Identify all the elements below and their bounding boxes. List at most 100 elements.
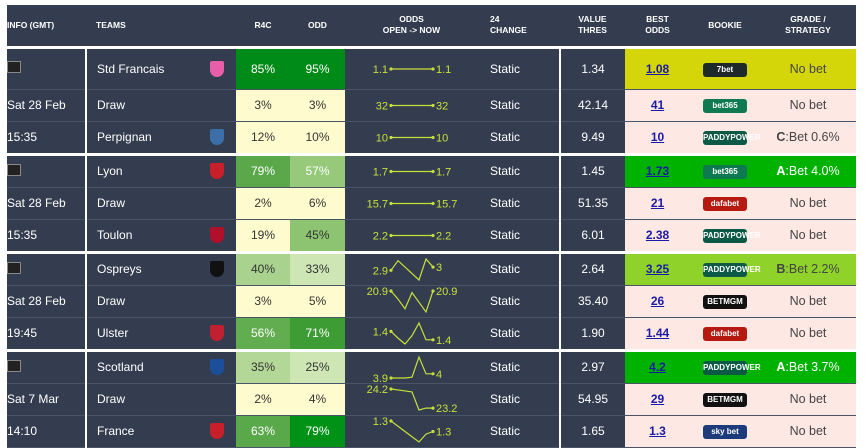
- bookie-logo[interactable]: sky bet: [703, 425, 747, 439]
- odds-line: [391, 354, 433, 379]
- bookie-cell: PADDYPOWER: [690, 121, 761, 155]
- bookie-logo[interactable]: dafabet: [703, 327, 747, 341]
- best-odds-link[interactable]: 4.2: [649, 360, 666, 374]
- header-info: INFO (GMT): [7, 5, 86, 49]
- best-odds-link[interactable]: 41: [650, 98, 665, 112]
- grade-cell: No bet: [760, 415, 856, 448]
- best-odds-link[interactable]: 10: [650, 130, 665, 144]
- team-crest-icon: [210, 359, 224, 375]
- bookie-cell: PADDYPOWER: [690, 348, 761, 384]
- team-crest-icon: [210, 261, 224, 277]
- odds-point: [431, 103, 435, 107]
- odds-now-label: 1.1: [436, 64, 451, 76]
- bookie-logo[interactable]: PADDYPOWER: [703, 361, 761, 375]
- bookie-cell: BETMGM: [690, 285, 760, 318]
- odds-sparkline-cell: 1.4 1.4: [345, 317, 478, 351]
- bookie-logo[interactable]: bet365: [703, 165, 747, 179]
- odds-sparkline-cell: 3.9 4: [345, 348, 478, 384]
- best-odds-cell: 3.25: [625, 250, 690, 286]
- best-odds-link[interactable]: 1.08: [645, 61, 670, 76]
- header-odd: ODD: [290, 5, 345, 49]
- odds-point: [389, 135, 393, 139]
- odds-table: INFO (GMT) TEAMS R4C ODD ODDS OPEN -> NOW…: [7, 5, 856, 448]
- table-row: Std Francais 85% 95% 1.1 1.1 Static 1.34 …: [7, 47, 856, 90]
- odd-cell: 95%: [290, 47, 345, 90]
- value-threshold-cell: 1.34: [559, 47, 625, 90]
- odd-cell: 4%: [290, 383, 345, 416]
- team-crest-icon: [210, 325, 224, 341]
- grade-letter: B: [776, 262, 786, 276]
- match-date: Sat 28 Feb: [7, 196, 66, 210]
- bookie-logo[interactable]: bet365: [703, 99, 747, 113]
- info-cell: [7, 47, 86, 90]
- best-odds-link[interactable]: 29: [650, 392, 665, 406]
- best-odds-link[interactable]: 3.25: [645, 262, 670, 276]
- best-odds-link[interactable]: 1.73: [645, 164, 670, 178]
- grade-cell: A:Bet 4.0%: [760, 152, 856, 188]
- odds-point: [389, 103, 393, 107]
- change-cell: Static: [478, 47, 560, 90]
- value-threshold-cell: 1.65: [559, 415, 625, 448]
- header-row: INFO (GMT) TEAMS R4C ODD ODDS OPEN -> NOW…: [7, 5, 856, 49]
- team-name: France: [97, 424, 135, 438]
- best-odds-link[interactable]: 1.44: [645, 326, 670, 340]
- odds-point: [431, 429, 435, 433]
- odds-sparkline: 24.2 23.2: [367, 384, 458, 415]
- bookie-logo[interactable]: PADDYPOWER: [703, 263, 761, 277]
- team-name: Draw: [97, 98, 126, 112]
- header-grade-line2: STRATEGY: [785, 25, 831, 36]
- team-name: Scotland: [97, 360, 144, 374]
- bookie-cell: dafabet: [690, 187, 760, 220]
- odds-point: [389, 288, 393, 293]
- grade-cell: No bet: [760, 89, 856, 122]
- team-name: Draw: [97, 196, 126, 210]
- change-cell: Static: [478, 152, 560, 188]
- r4c-cell: 35%: [236, 348, 290, 384]
- match-date: Sat 7 Mar: [7, 392, 60, 406]
- table-row: Lyon 79% 57% 1.7 1.7 Static 1.45 1.73 bet…: [7, 152, 856, 188]
- change-cell: Static: [478, 415, 560, 448]
- bookie-logo[interactable]: dafabet: [703, 197, 747, 211]
- bookie-logo[interactable]: PADDYPOWER: [703, 229, 761, 243]
- info-cell: 19:45: [7, 317, 86, 351]
- best-odds-link[interactable]: 26: [650, 294, 665, 308]
- bookie-logo[interactable]: PADDYPOWER: [703, 131, 761, 145]
- bookie-logo[interactable]: BETMGM: [703, 393, 747, 407]
- grade-text: :Bet 3.7%: [785, 360, 840, 374]
- value-threshold-cell: 35.40: [559, 285, 625, 318]
- odds-now-label: 1.4: [436, 334, 451, 346]
- odds-point: [389, 418, 393, 423]
- odd-cell: 3%: [290, 89, 345, 122]
- best-odds-link[interactable]: 2.38: [645, 228, 670, 242]
- team-crest-icon: [210, 227, 224, 243]
- best-odds-link[interactable]: 21: [650, 196, 665, 210]
- team-cell: Scotland: [85, 348, 236, 384]
- table-row: 15:35 Toulon 19% 45% 2.2 2.2 Static 6.01 …: [7, 219, 856, 253]
- header-r4c: R4C: [236, 5, 290, 49]
- odds-sparkline-cell: 2.9 3: [345, 250, 478, 286]
- team-name: Draw: [97, 392, 126, 406]
- table-row: Sat 28 Feb Draw 2% 6% 15.7 15.7 Static 51…: [7, 187, 856, 220]
- grade-text: No bet: [789, 294, 827, 308]
- r4c-cell: 3%: [236, 89, 290, 122]
- change-cell: Static: [478, 121, 560, 155]
- info-cell: 15:35: [7, 219, 86, 253]
- grade-text: No bet: [789, 392, 827, 406]
- grade-cell: No bet: [760, 47, 856, 90]
- odds-open-label: 2.9: [373, 265, 388, 277]
- team-cell: Draw: [85, 285, 236, 318]
- info-cell: 15:35: [7, 121, 86, 155]
- header-best-line1: BEST: [646, 14, 669, 25]
- info-cell: [7, 250, 86, 286]
- bookie-logo[interactable]: BETMGM: [703, 295, 747, 309]
- grade-cell: No bet: [760, 219, 856, 253]
- best-odds-cell: 26: [625, 285, 690, 318]
- odds-point: [389, 375, 393, 380]
- team-name: Perpignan: [97, 130, 152, 144]
- best-odds-link[interactable]: 1.3: [649, 424, 666, 438]
- team-cell: Toulon: [85, 219, 236, 253]
- grade-text: No bet: [789, 196, 827, 210]
- bookie-logo[interactable]: 7bet: [703, 62, 747, 77]
- top14-icon: [7, 61, 21, 73]
- odds-sparkline: 1.4 1.4: [373, 321, 451, 346]
